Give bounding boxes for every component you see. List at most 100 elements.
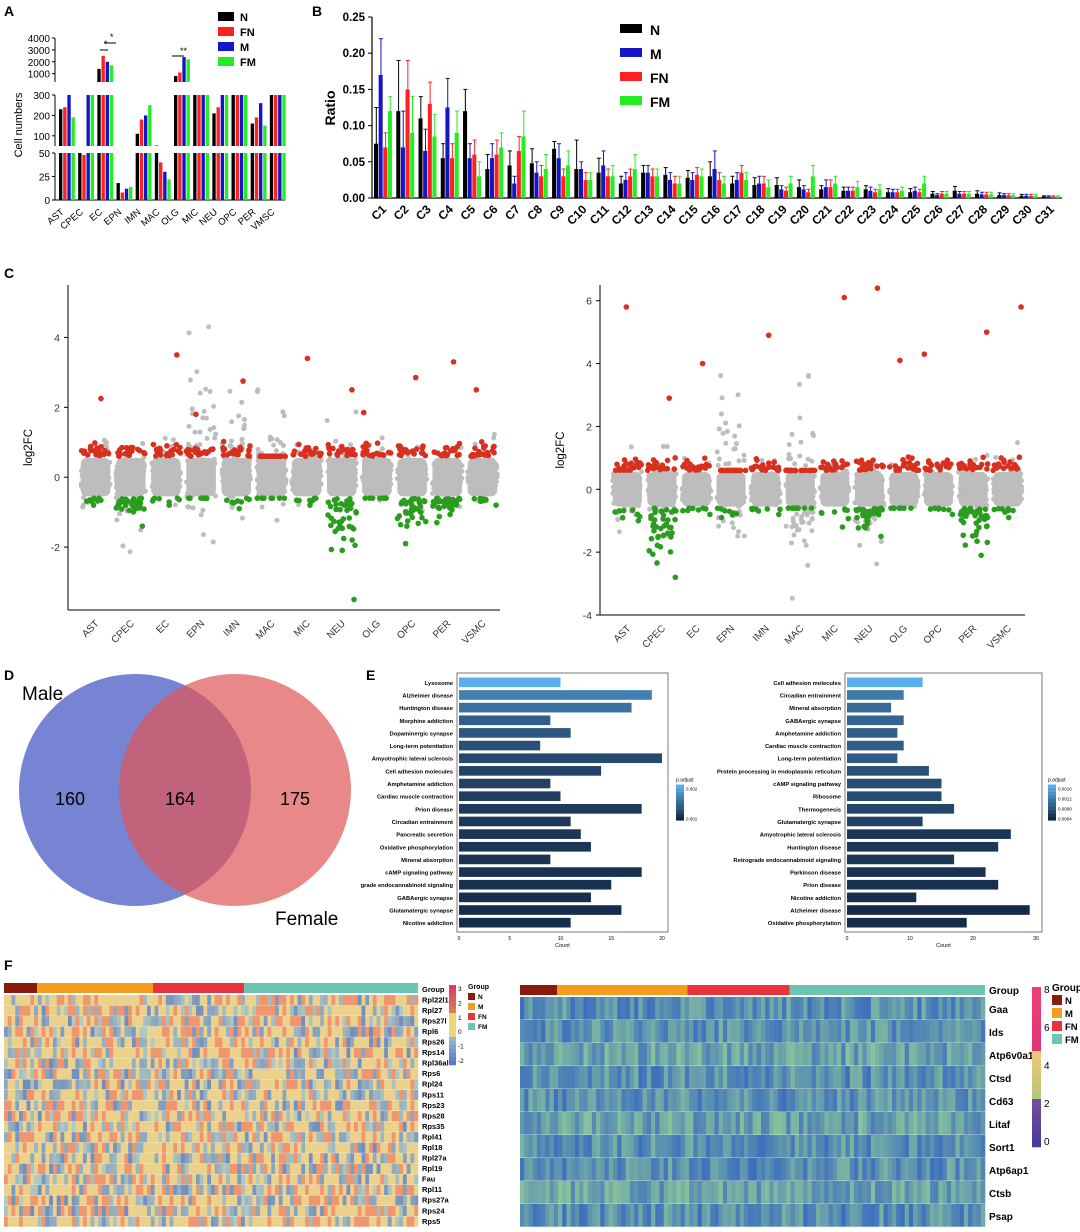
scatter-c-up-point: [726, 468, 732, 474]
scatter-c-ns-point: [442, 491, 447, 496]
kegg-term-label: Glutamatergic synapse: [777, 820, 842, 826]
heatmap-cell: [196, 1027, 200, 1037]
heatmap-cell: [298, 995, 302, 1005]
scatter-c-ns-point: [418, 462, 423, 467]
heatmap-cell: [377, 1069, 381, 1079]
scatter-c-ns-point: [960, 495, 965, 500]
bar-b-FN-C28: [984, 194, 988, 198]
bar-b-FM-C30: [1033, 196, 1037, 198]
heatmap-cell: [384, 1069, 388, 1079]
heatmap-cell: [237, 1048, 241, 1058]
bar-a-N-IMN: [136, 153, 139, 200]
heatmap-cell: [147, 1016, 151, 1026]
tick-label-a-x: NEU: [197, 207, 220, 228]
scatter-c-up-point: [352, 452, 358, 458]
tick-label-c-x: MIC: [820, 623, 841, 644]
heatmap-cell: [91, 1069, 95, 1079]
heatmap-cell: [91, 995, 95, 1005]
heatmap-cell: [264, 1048, 268, 1058]
scatter-c-ns-point: [328, 470, 333, 475]
bar-b-M-C1: [379, 75, 383, 198]
scatter-c-ns-point: [120, 488, 125, 493]
heatmap-cell: [106, 1058, 110, 1068]
kegg-legend-swatch: [1048, 792, 1056, 796]
scatter-c-up-point: [926, 460, 932, 466]
kegg-bar: [459, 715, 550, 725]
scatter-c-down-point: [416, 507, 422, 513]
scatter-c-ns-point: [742, 453, 747, 458]
bar-b-N-C8: [530, 163, 534, 198]
scatter-c-down-point: [91, 502, 97, 508]
scatter-c-down-point: [974, 508, 980, 514]
heatmap-cell: [128, 995, 132, 1005]
heatmap-cell: [162, 1037, 166, 1047]
heatmap-cell: [102, 1090, 106, 1100]
bar-b-M-C24: [891, 192, 895, 198]
heatmap-cell: [64, 1048, 68, 1058]
heatmap-cell: [358, 1079, 362, 1089]
heatmap-cell: [188, 1006, 192, 1016]
scatter-c-ns-point: [797, 415, 802, 420]
heatmap-cell: [30, 1027, 34, 1037]
heatmap-cell: [215, 1006, 219, 1016]
scatter-c-ns-point: [229, 439, 234, 444]
scatter-c-ns-point: [121, 470, 126, 475]
bar-a-FN-AST: [63, 153, 66, 200]
scatter-c-ns-point: [933, 480, 938, 485]
heatmap-cell: [143, 1037, 147, 1047]
heatmap-cell: [8, 1048, 12, 1058]
scatter-c-ns-point: [256, 465, 261, 470]
bar-a-M-OLG: [182, 95, 185, 146]
heatmap-cell: [45, 1048, 49, 1058]
heatmap-cell: [113, 1079, 117, 1089]
heatmap-cell: [215, 1037, 219, 1047]
scatter-c-ns-point: [969, 483, 974, 488]
heatmap-cell: [117, 1069, 121, 1079]
heatmap-cell: [339, 1090, 343, 1100]
scatter-c-ns-point: [79, 481, 84, 486]
heatmap-cell: [279, 1090, 283, 1100]
heatmap-cell: [4, 1037, 8, 1047]
heatmap-cell: [414, 1079, 418, 1089]
heatmap-cell: [87, 1006, 91, 1016]
heatmap-cell: [226, 1079, 230, 1089]
heatmap-cell: [384, 1027, 388, 1037]
heatmap-cell: [139, 995, 143, 1005]
bar-a-N-NEU: [212, 153, 215, 200]
scatter-c-ns-point: [194, 369, 199, 374]
heatmap-cell: [173, 1058, 177, 1068]
kegg-term-label: Amphetamine addiction: [387, 782, 453, 788]
heatmap-cell: [170, 1006, 174, 1016]
kegg-bar: [459, 741, 540, 751]
heatmap-cell: [275, 1027, 279, 1037]
scatter-c-ns-point: [231, 494, 236, 499]
scatter-c-ns-point: [810, 516, 815, 521]
kegg-term-label: GABAergic synapse: [785, 719, 842, 725]
scatter-c-ns-point: [790, 432, 795, 437]
heatmap-cell: [170, 1090, 174, 1100]
scatter-c-ns-point: [474, 460, 479, 465]
heatmap-cell: [15, 1037, 19, 1047]
heatmap-cell: [34, 1006, 38, 1016]
bar-a-FN-VMSC: [274, 153, 277, 200]
heatmap-cell: [34, 1027, 38, 1037]
scatter-c-down-point: [819, 510, 825, 516]
heatmap-cell: [132, 1079, 136, 1089]
scatter-c-ns-point: [732, 476, 737, 481]
heatmap-cell: [245, 1058, 249, 1068]
scatter-c-ns-point: [950, 484, 955, 489]
scatter-c-ns-point: [303, 460, 308, 465]
scatter-c-up-point: [734, 468, 740, 474]
heatmap-cell: [331, 1016, 335, 1026]
heatmap-cell: [211, 1048, 215, 1058]
scatter-c-up-point: [188, 453, 194, 459]
heatmap-cell: [98, 1027, 102, 1037]
heatmap-cell: [373, 1006, 377, 1016]
scatter-c-down-point: [349, 537, 355, 543]
kegg-term-label: grade endocannabinoid signaling: [361, 883, 454, 889]
scatter-c-ns-point: [872, 480, 877, 485]
kegg-legend-swatch: [1048, 785, 1056, 789]
heatmap-cell: [234, 1037, 238, 1047]
tick-label-c-x: CPEC: [109, 618, 136, 645]
heatmap-cell: [109, 1006, 113, 1016]
